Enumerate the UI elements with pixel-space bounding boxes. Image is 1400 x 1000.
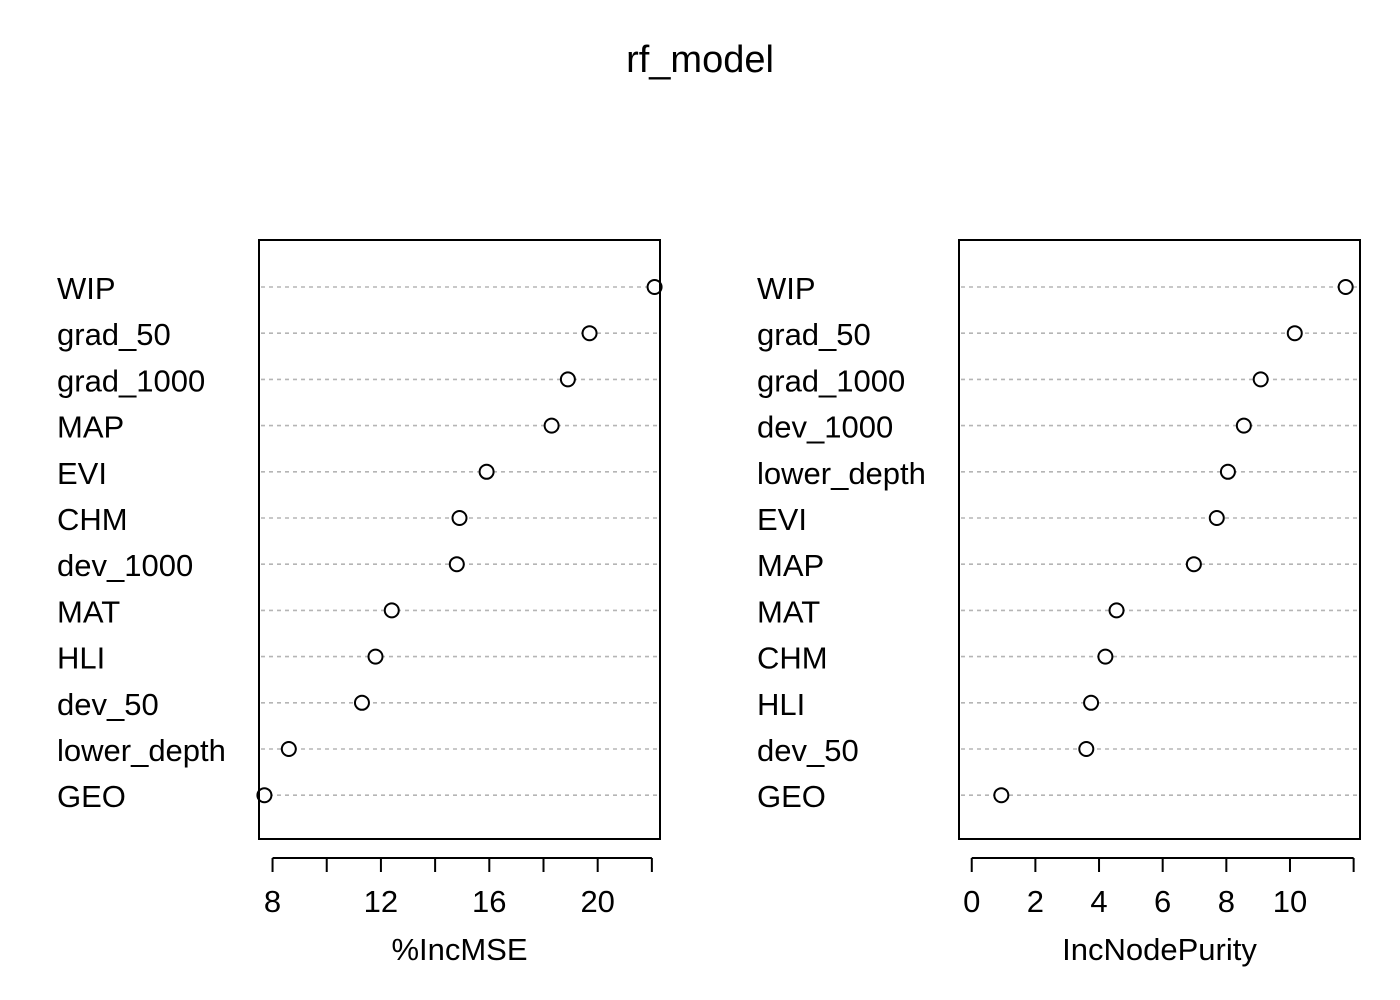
data-point — [1252, 371, 1269, 388]
data-point — [1219, 463, 1236, 480]
data-point — [1337, 279, 1354, 295]
category-label: GEO — [57, 779, 126, 814]
x-tick-label: 16 — [472, 884, 506, 919]
category-label: MAT — [757, 594, 820, 629]
data-point — [367, 648, 384, 665]
category-label: MAP — [57, 410, 124, 445]
data-point — [1235, 417, 1252, 434]
category-label: dev_1000 — [757, 410, 893, 445]
x-tick-label: 10 — [1273, 884, 1307, 919]
category-label: MAP — [757, 548, 824, 583]
category-label: dev_1000 — [57, 548, 193, 583]
category-label: grad_1000 — [757, 363, 905, 398]
category-label: CHM — [757, 641, 828, 676]
data-point — [256, 787, 273, 804]
data-point — [543, 417, 560, 434]
category-label: lower_depth — [757, 456, 926, 491]
category-label: grad_50 — [57, 317, 171, 352]
data-point — [1097, 648, 1114, 665]
category-label: dev_50 — [757, 733, 859, 768]
data-point — [1185, 556, 1202, 573]
data-point — [1078, 741, 1095, 757]
category-label: lower_depth — [57, 733, 226, 768]
category-label: HLI — [57, 641, 105, 676]
category-label: EVI — [757, 502, 807, 537]
data-point — [280, 741, 297, 757]
x-tick-label: 20 — [580, 884, 614, 919]
data-point — [451, 510, 468, 526]
x-axis-title: IncNodePurity — [1062, 932, 1257, 967]
category-label: EVI — [57, 456, 107, 491]
x-tick-label: 8 — [1218, 884, 1235, 919]
data-point — [383, 602, 400, 619]
data-point — [1208, 510, 1225, 526]
plot-frame — [258, 239, 661, 840]
plot-frame — [958, 239, 1361, 840]
x-tick-label: 2 — [1027, 884, 1044, 919]
x-axis-title: %IncMSE — [391, 932, 527, 967]
category-label: WIP — [57, 271, 116, 306]
data-point — [448, 556, 465, 573]
data-point — [646, 279, 663, 295]
data-point — [1286, 325, 1303, 342]
data-point — [581, 325, 598, 342]
category-label: grad_1000 — [57, 363, 205, 398]
category-label: GEO — [757, 779, 826, 814]
data-point — [559, 371, 576, 388]
data-point — [478, 463, 495, 480]
incmse-panel: WIP grad_50 grad_1000 MAP EVI CHM dev_1000 MAT H… — [57, 239, 663, 967]
category-label: WIP — [757, 271, 816, 306]
category-label: CHM — [57, 502, 128, 537]
x-tick-label: 6 — [1154, 884, 1171, 919]
incnodepurity-panel: WIP grad_50 grad_1000 dev_1000 lower_depth EV… — [757, 239, 1361, 967]
category-label: MAT — [57, 594, 120, 629]
data-point — [993, 787, 1010, 804]
data-point — [1083, 694, 1100, 711]
x-tick-label: 8 — [264, 884, 281, 919]
data-point — [353, 694, 370, 711]
x-tick-label: 12 — [364, 884, 398, 919]
category-label: HLI — [757, 687, 805, 722]
category-label: grad_50 — [757, 317, 871, 352]
x-tick-label: 0 — [963, 884, 980, 919]
x-tick-label: 4 — [1090, 884, 1107, 919]
chart-title: rf_model — [626, 39, 774, 81]
category-label: dev_50 — [57, 687, 159, 722]
data-point — [1108, 602, 1125, 619]
